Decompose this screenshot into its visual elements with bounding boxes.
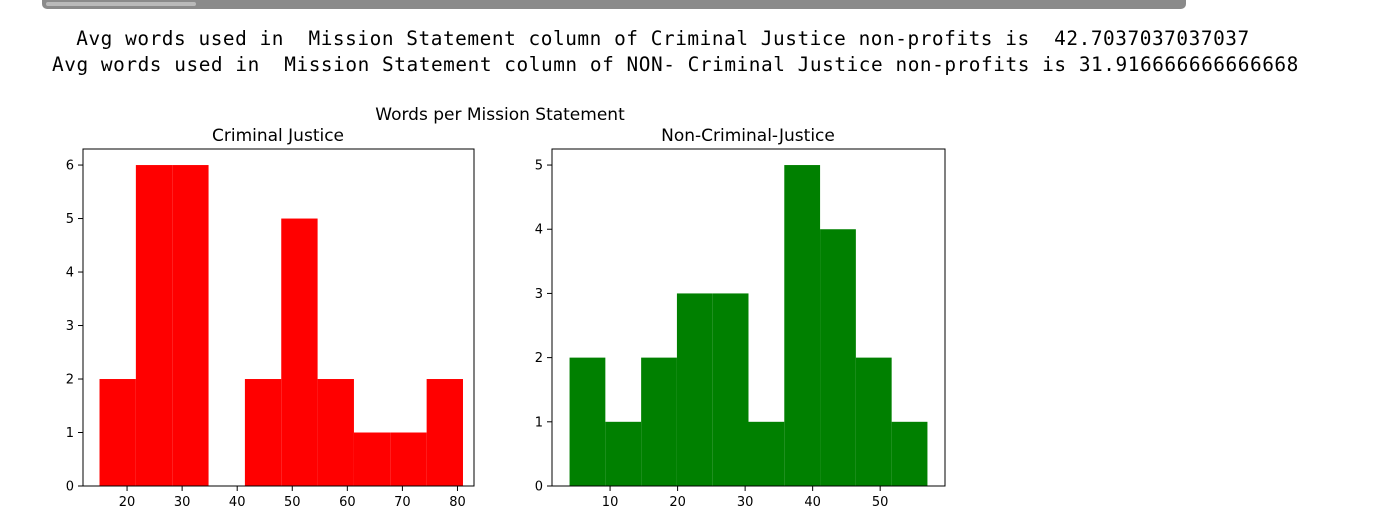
cj-xtick-label-60: 60 xyxy=(339,495,356,510)
cj-ytick-label-2: 2 xyxy=(66,373,74,388)
ncj-bar-7 xyxy=(820,229,856,486)
figure-suptitle: Words per Mission Statement xyxy=(375,105,625,125)
ncj-xtick-label-50: 50 xyxy=(872,495,889,510)
ncj-ytick-label-5: 5 xyxy=(535,159,543,174)
output-line-non-criminal-justice: Avg words used in Mission Statement colu… xyxy=(52,53,1299,76)
ncj-bar-4 xyxy=(712,293,749,486)
ncj-bar-2 xyxy=(641,357,677,486)
cj-xtick-label-40: 40 xyxy=(229,495,246,510)
cj-xtick-label-30: 30 xyxy=(174,495,191,510)
cj-bar-2 xyxy=(172,165,209,487)
cj-ytick-label-4: 4 xyxy=(66,266,74,281)
cj-ytick-label-5: 5 xyxy=(66,212,74,227)
ncj-bar-6 xyxy=(784,165,821,487)
cj-bar-4 xyxy=(244,379,282,486)
ncj-xtick-label-40: 40 xyxy=(804,495,821,510)
ncj-bar-3 xyxy=(676,293,713,486)
cj-bar-9 xyxy=(426,379,463,486)
axes-criminal-justice: Criminal Justice 20 30 40 50 60 70 80 0 1 2 3 4 5 6 xyxy=(66,126,475,510)
ncj-bar-0 xyxy=(569,357,606,486)
cj-axes-frame xyxy=(82,148,475,487)
cj-bar-8 xyxy=(390,432,427,486)
cj-ytick-label-6: 6 xyxy=(66,159,74,174)
ncj-ytick-label-0: 0 xyxy=(535,480,543,495)
cj-ytick-label-0: 0 xyxy=(66,480,74,495)
ncj-axes-frame xyxy=(551,148,946,487)
ncj-bar-1 xyxy=(605,421,642,486)
cj-bar-0 xyxy=(99,379,136,486)
ncj-ytick-label-2: 2 xyxy=(535,351,543,366)
ncj-xtick-label-20: 20 xyxy=(669,495,686,510)
cj-xtick-label-20: 20 xyxy=(119,495,136,510)
ncj-ytick-label-3: 3 xyxy=(535,287,543,302)
ncj-ytick-label-1: 1 xyxy=(535,415,543,430)
cj-ytick-label-3: 3 xyxy=(66,319,74,334)
cj-xtick-label-80: 80 xyxy=(449,495,466,510)
title-criminal-justice: Criminal Justice xyxy=(212,126,344,146)
scroll-bar[interactable] xyxy=(42,0,1186,9)
ncj-xtick-label-30: 30 xyxy=(737,495,754,510)
ncj-ytick-label-4: 4 xyxy=(535,223,543,238)
cj-bar-7 xyxy=(353,432,391,486)
scroll-thumb[interactable] xyxy=(46,2,196,6)
cj-bar-5 xyxy=(281,218,318,487)
ncj-bar-5 xyxy=(748,421,785,486)
ncj-bar-9 xyxy=(891,421,928,486)
title-non-criminal-justice: Non-Criminal-Justice xyxy=(661,126,835,146)
cj-bar-1 xyxy=(135,165,173,487)
axes-non-criminal-justice: Non-Criminal-Justice 10 20 30 40 50 0 1 2 3 4 5 xyxy=(535,126,946,510)
output-line-criminal-justice: Avg words used in Mission Statement colu… xyxy=(64,27,1250,50)
cj-xtick-label-70: 70 xyxy=(394,495,411,510)
cj-bar-6 xyxy=(317,379,354,486)
cj-xtick-label-50: 50 xyxy=(284,495,301,510)
ncj-bar-8 xyxy=(855,357,892,486)
cj-ytick-label-1: 1 xyxy=(66,426,74,441)
ncj-xtick-label-10: 10 xyxy=(602,495,619,510)
